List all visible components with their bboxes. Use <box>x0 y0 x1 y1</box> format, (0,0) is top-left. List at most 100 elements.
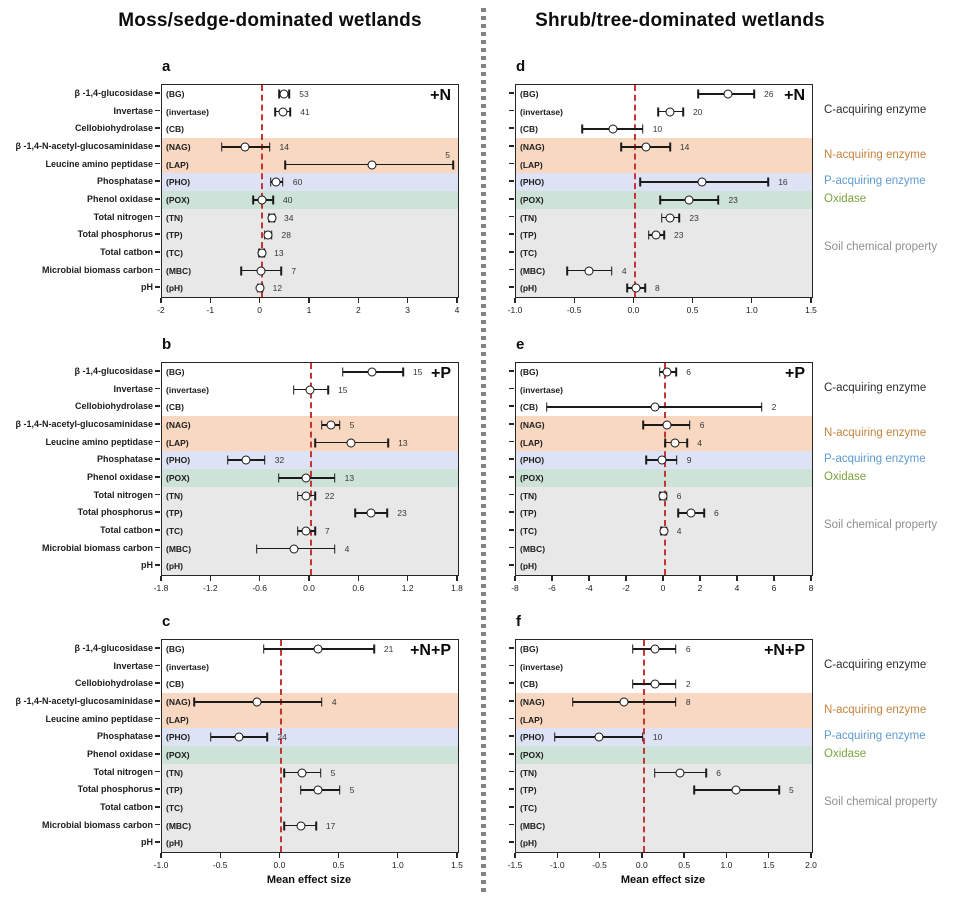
x-tick <box>397 852 399 858</box>
row-abbr-label: (POX) <box>166 749 190 760</box>
plot-area-b: +P (BG) 15 (invertase) 15 (CB) (NAG) 5 (LAP) 13 (P… <box>161 362 459 576</box>
data-point-marker <box>662 367 672 377</box>
error-bar-cap-low <box>581 124 584 134</box>
row-band-MBC <box>516 261 812 280</box>
y-tick <box>155 700 160 702</box>
sample-size-label: 5 <box>349 419 355 430</box>
x-tick-label: 1.5 <box>762 860 775 870</box>
sample-size-label: 5 <box>789 785 794 796</box>
panel-d: d +N (BG) 26 (invertase) 20 (CB) 10 (NAG) 14 (LAP)… <box>484 56 968 344</box>
row-name-label: β -1,4-glucosidase <box>74 365 153 376</box>
error-bar-cap-low <box>292 385 295 394</box>
error-bar-cap-high <box>669 142 671 152</box>
x-tick <box>456 575 458 581</box>
sample-size-label: 4 <box>697 437 703 448</box>
zero-reference-line <box>664 363 666 575</box>
legend-item-n: N-acquiring enzyme <box>824 149 927 161</box>
row-band-PHO <box>162 728 458 746</box>
row-abbr-label: (MBC) <box>520 820 546 831</box>
x-tick <box>699 575 701 581</box>
error-bar-cap-low <box>209 732 212 742</box>
y-tick <box>155 647 160 649</box>
row-abbr-label: (PHO) <box>166 455 191 466</box>
sample-size-label: 10 <box>652 124 663 135</box>
sample-size-label: 8 <box>655 283 660 294</box>
row-abbr-label: (NAG) <box>520 419 545 430</box>
x-tick-label: -8 <box>511 583 519 593</box>
error-bar-cap-low <box>226 455 229 465</box>
row-name-label: Total catbon <box>100 801 153 812</box>
treatment-label-b: +P <box>430 365 451 382</box>
row-abbr-label: (TP) <box>520 508 537 519</box>
error-bar-cap-low <box>269 177 272 187</box>
row-abbr-label: (TC) <box>166 802 183 813</box>
x-tick-label: 2 <box>697 583 703 593</box>
error-bar-cap-high <box>682 107 684 116</box>
row-abbr-label: (NAG) <box>166 141 191 152</box>
y-tick <box>155 109 160 112</box>
x-tick <box>751 297 753 303</box>
row-band-TC <box>162 799 458 817</box>
error-bar-cap-high <box>675 455 678 465</box>
row-abbr-label: (pH) <box>520 283 537 294</box>
y-tick <box>509 145 514 147</box>
y-tick <box>155 511 160 513</box>
x-tick <box>683 852 685 858</box>
x-tick-label: 1.5 <box>805 305 817 315</box>
sample-size-label: 2 <box>771 402 777 413</box>
plot-area-e: +P (BG) 6 (invertase) (CB) 2 (NAG) 6 (LAP) 4 (PHO)… <box>515 362 813 576</box>
x-tick <box>308 297 310 303</box>
data-point-marker <box>279 89 289 99</box>
data-point-marker <box>662 420 672 430</box>
row-band-PHO <box>162 173 458 191</box>
sample-size-label: 6 <box>685 643 691 654</box>
y-tick <box>155 162 160 165</box>
error-bar-cap-low <box>645 455 648 465</box>
plot-area-a: +N (BG) 53 (invertase) 41 (CB) (NAG) 14 (LAP) 5 (P… <box>161 84 459 298</box>
x-tick-label: -0.5 <box>212 860 228 870</box>
data-point-marker <box>619 697 629 707</box>
x-tick-label: -1.0 <box>507 305 523 315</box>
y-tick <box>509 823 514 826</box>
y-tick <box>509 546 514 549</box>
row-band-CB <box>162 120 458 138</box>
sample-size-label: 24 <box>277 732 287 743</box>
error-bar-cap-high <box>663 230 665 240</box>
y-tick <box>509 405 514 407</box>
legend-item-c: C-acquiring enzyme <box>824 104 927 116</box>
y-tick <box>155 233 160 235</box>
sample-size-label: 21 <box>383 643 394 654</box>
error-bar-cap-high <box>272 195 274 205</box>
x-tick-label: -6 <box>548 583 556 593</box>
error-bar-cap-high <box>717 195 720 205</box>
sample-size-label: 4 <box>676 525 682 536</box>
x-tick-label: 0 <box>660 583 666 593</box>
y-tick <box>155 823 160 826</box>
data-point-marker <box>650 402 660 412</box>
sample-size-label: 10 <box>652 732 663 743</box>
row-band-CB <box>162 675 458 693</box>
error-bar-cap-high <box>678 213 681 222</box>
y-tick <box>509 127 514 129</box>
error-bar-cap-low <box>653 768 656 777</box>
x-tick-label: -1 <box>206 305 215 315</box>
x-tick <box>556 852 558 858</box>
row-name-label: β -1,4-N-acetyl-glucosaminidase <box>15 695 153 706</box>
row-abbr-label: (TN) <box>166 767 183 778</box>
y-tick <box>509 564 514 566</box>
x-tick <box>160 852 162 858</box>
row-name-label: Total nitrogen <box>93 211 153 222</box>
x-tick <box>551 575 553 581</box>
row-abbr-label: (LAP) <box>166 159 189 170</box>
zero-reference-line <box>260 85 263 297</box>
data-point-marker <box>313 785 323 795</box>
row-band-LAP <box>516 155 812 174</box>
y-tick <box>509 162 514 165</box>
y-tick <box>509 806 514 808</box>
sample-size-label: 13 <box>274 247 284 258</box>
row-abbr-label: (pH) <box>166 838 183 849</box>
data-point-marker <box>267 213 277 222</box>
right-column-title: Shrub/tree-dominated wetlands <box>535 10 825 31</box>
x-tick <box>598 852 601 858</box>
x-tick <box>662 575 664 581</box>
